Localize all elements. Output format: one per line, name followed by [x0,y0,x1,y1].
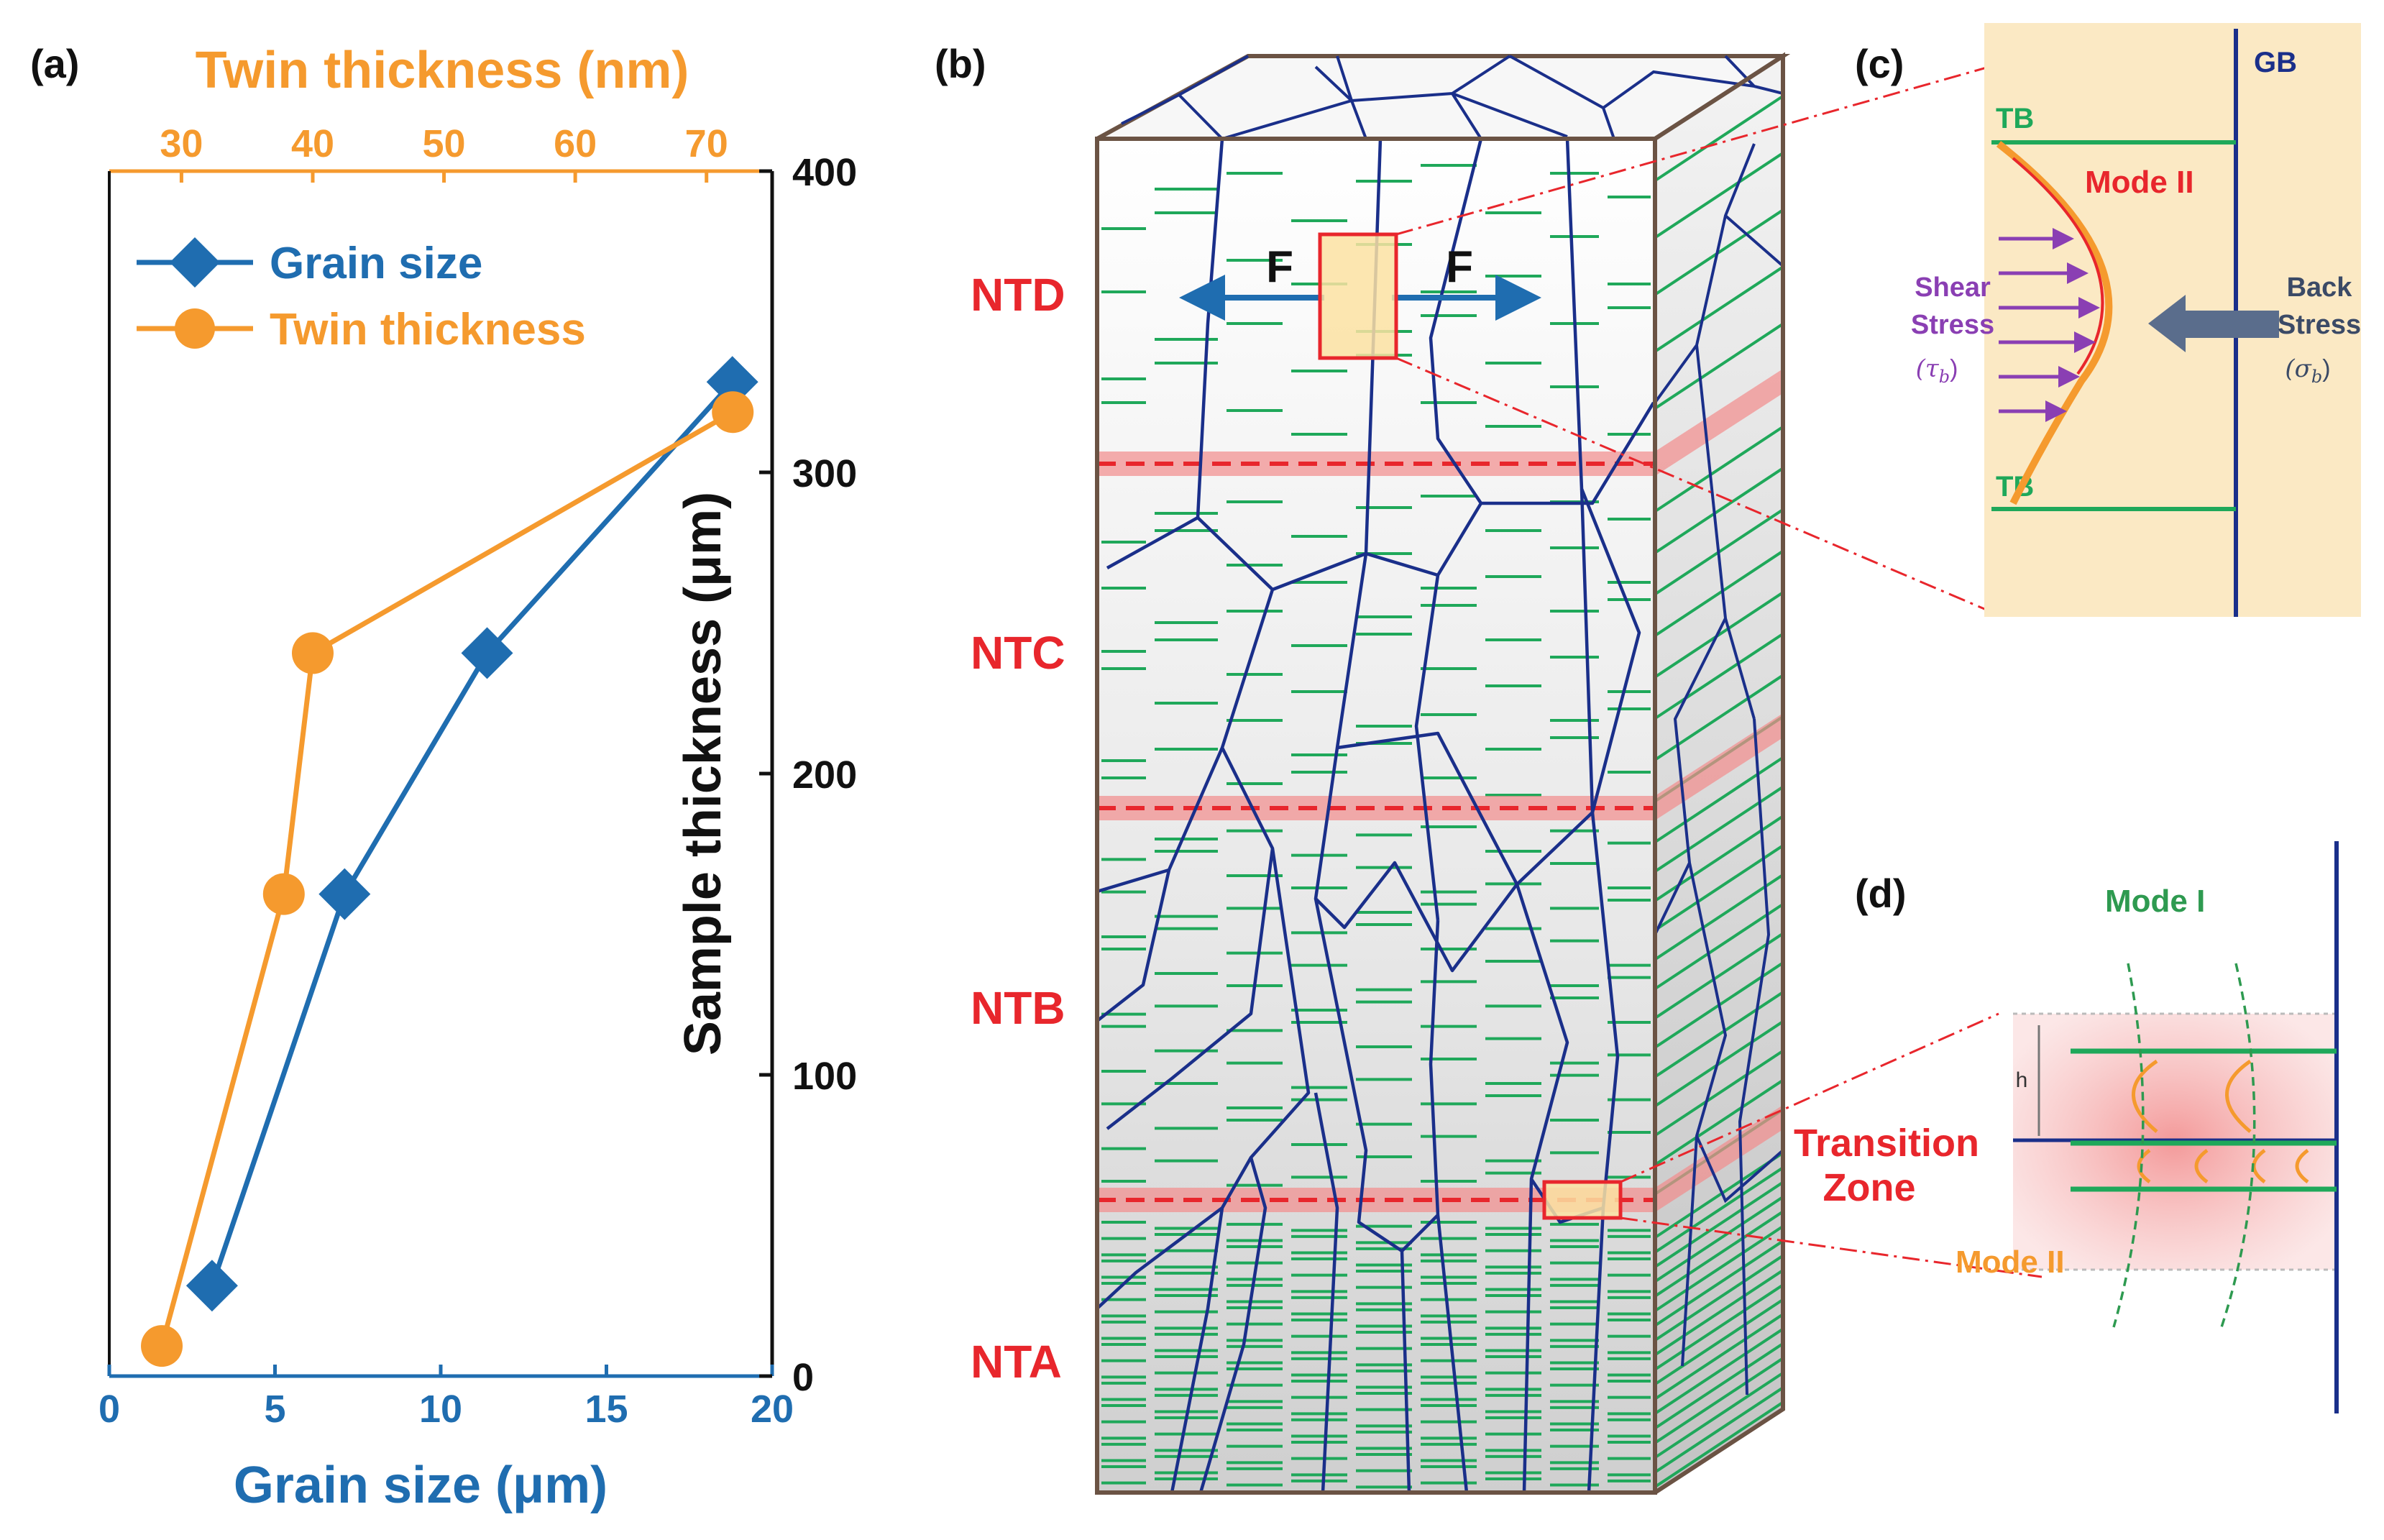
band-side-ntb-nta [1655,1105,1783,1212]
panel-label-d: (d) [1855,871,1907,916]
c-back-label-2: Stress [2278,310,2361,340]
highlight-box-c [1318,232,1398,360]
twin-point-2 [291,632,334,674]
grain-point-0 [185,1260,238,1312]
x-tick-label-4: 20 [751,1388,794,1431]
highlight-box-d [1542,1180,1623,1220]
series-line-1 [159,410,734,1347]
transition-label-line2: Zone [1823,1166,1916,1209]
d-h-label: h [2016,1068,2028,1092]
connector-lines [1395,55,2043,1278]
legend-marker-twin [175,308,215,349]
panel-label-a: (a) [30,41,79,86]
c-mode-label: Mode II [2085,165,2194,200]
y-axis-title: Sample thickness (μm) [674,492,732,1055]
c-back-sym: (σb) [2285,354,2330,387]
d-mode2-loops [2132,1059,2309,1184]
panel-b: (b) [935,41,2043,1495]
d-mode1-curves [2112,963,2256,1328]
twin-point-3 [712,391,754,434]
c-shear-label-2: Stress [1911,310,1994,340]
band-side-ntc-ntb [1655,713,1783,820]
zone-label-ntc: NTC [971,627,1065,679]
twin-point-0 [141,1325,183,1367]
y-tick-label-0: 0 [792,1356,814,1399]
y-tick-label-4: 400 [792,151,857,194]
legend-label-twin: Twin thickness [270,305,586,354]
x-tick-label-3: 15 [584,1388,628,1431]
grain-point-3 [706,356,758,408]
panel-c: (c) GB TB TB Mode II Shear Stress (τb) B… [1855,23,2361,617]
zone-label-ntd: NTD [971,269,1065,321]
grain-point-2 [461,627,513,679]
panel-label-b: (b) [935,41,986,86]
series-line-0 [209,380,735,1287]
c-back-stress-arrow [2148,295,2279,352]
d-mode1-label: Mode I [2105,884,2205,919]
c-back-label-1: Back [2287,272,2353,303]
y-tick-label-3: 300 [792,452,857,495]
panel-a: (a) 0 5 10 15 20 30 40 50 60 70 0 100 200 300 400 Twin… [30,41,857,1514]
panel-d: (d) h Mode I Mode II [1855,841,2339,1413]
grain-point-1 [318,868,371,920]
series-markers [141,356,758,1367]
box-outline [1095,52,1785,1495]
c-tb-label-top: TB [1996,103,2034,134]
c-shear-arrows [1999,228,2100,422]
c-dislocation-curve [1996,141,2113,505]
x-tick-label-2: 10 [419,1388,462,1431]
x-axis-title: Grain size (μm) [234,1457,608,1514]
y-tick-label-2: 200 [792,753,857,797]
x2-tick-label-1: 40 [291,122,334,165]
x2-axis-title: Twin thickness (nm) [196,42,689,99]
force-label-right: F [1446,242,1473,292]
force-label-left: F [1266,242,1293,292]
x-tick-label-0: 0 [98,1388,120,1431]
c-shear-sym: (τb) [1916,354,1958,387]
y-tick-label-1: 100 [792,1055,857,1098]
series-lines [159,380,735,1347]
c-shear-label-1: Shear [1915,272,1991,303]
transition-label-line1: Transition [1794,1122,1979,1165]
legend-marker-grain [170,237,220,288]
c-gb-label: GB [2254,47,2297,78]
front-grain-boundaries [1096,138,1655,1493]
x2-tick-label-2: 50 [423,122,466,165]
front-twin-boundaries [1101,164,1651,1489]
x2-tick-label-3: 60 [554,122,597,165]
band-side-ntd-ntc [1655,369,1783,476]
d-mode2-label: Mode II [1956,1245,2065,1280]
twin-point-1 [262,873,305,915]
x2-tick-label-0: 30 [160,122,203,165]
x2-tick-label-4: 70 [685,122,728,165]
legend-label-grain: Grain size [270,239,482,288]
ticks: 0 5 10 15 20 30 40 50 60 70 0 100 200 300 400 [98,122,857,1431]
panel-label-c: (c) [1855,41,1904,86]
side-grain-boundaries [1654,143,1784,1395]
zone-label-nta: NTA [971,1336,1062,1388]
legend: Grain size Twin thickness [137,237,586,354]
zone-label-ntb: NTB [971,982,1065,1034]
x-tick-label-1: 5 [264,1388,285,1431]
top-face-grains [1121,55,1784,140]
